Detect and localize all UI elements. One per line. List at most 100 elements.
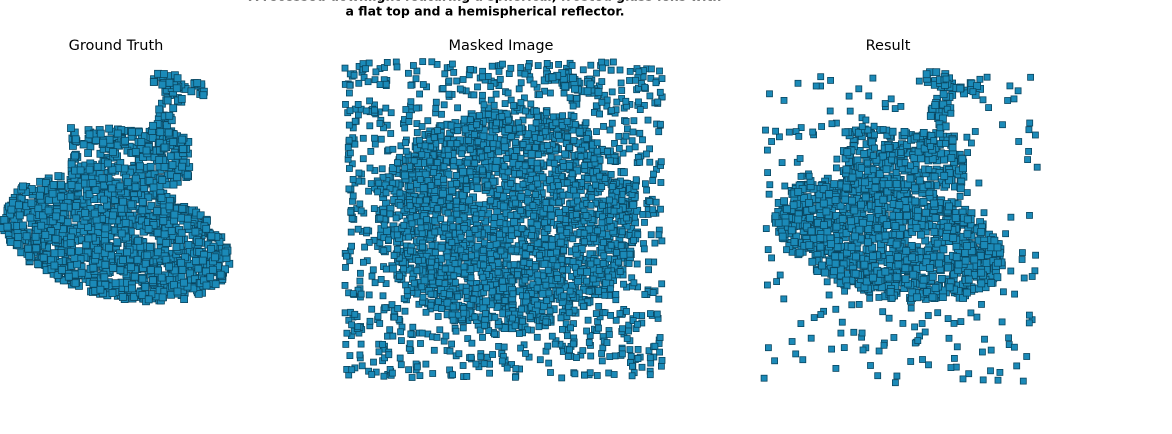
voxel: [452, 197, 460, 205]
voxel: [202, 224, 211, 233]
voxel: [424, 117, 432, 125]
voxel: [617, 79, 625, 87]
voxel: [427, 258, 435, 266]
voxel: [518, 305, 525, 313]
voxel: [450, 69, 458, 76]
voxel: [388, 264, 397, 273]
voxel: [362, 107, 370, 115]
voxel: [402, 281, 410, 289]
voxel: [598, 357, 606, 365]
voxel: [172, 84, 181, 93]
voxel: [466, 116, 474, 124]
voxel: [421, 142, 429, 150]
voxel: [119, 293, 127, 301]
voxel: [573, 95, 580, 102]
voxel: [584, 175, 592, 183]
voxel: [370, 358, 377, 366]
voxel: [553, 248, 560, 256]
voxel: [57, 192, 65, 201]
voxel: [178, 265, 187, 274]
voxel: [573, 354, 580, 362]
voxel: [50, 261, 59, 270]
voxel: [651, 239, 659, 247]
voxel: [582, 119, 590, 127]
voxel: [617, 242, 625, 250]
voxel: [351, 140, 359, 148]
voxel: [158, 293, 167, 302]
voxel: [441, 70, 449, 78]
voxel: [193, 79, 202, 87]
voxel: [632, 76, 639, 84]
voxel: [157, 273, 166, 282]
voxel: [123, 178, 132, 187]
voxel: [533, 284, 541, 292]
voxel: [448, 60, 456, 68]
voxel: [420, 276, 429, 285]
voxel: [453, 180, 460, 188]
voxel: [532, 191, 539, 198]
voxel: [610, 371, 618, 378]
voxel: [620, 168, 628, 177]
voxel: [354, 111, 362, 119]
voxel: [505, 116, 513, 124]
voxel: [84, 234, 93, 243]
voxel: [500, 162, 508, 170]
voxel: [145, 177, 154, 185]
voxel: [625, 145, 633, 153]
voxel: [375, 179, 383, 187]
voxel: [356, 269, 364, 277]
voxel: [130, 272, 139, 281]
voxel: [418, 283, 426, 291]
voxel: [658, 237, 666, 245]
voxel: [355, 169, 363, 177]
voxel: [183, 221, 192, 230]
voxel: [581, 162, 588, 169]
voxel: [379, 173, 387, 181]
voxel: [430, 134, 438, 141]
voxel: [453, 77, 461, 85]
voxel: [530, 80, 538, 88]
voxel: [191, 257, 200, 265]
voxel: [149, 78, 158, 86]
voxel: [521, 276, 529, 284]
voxel: [441, 280, 449, 288]
voxel: [593, 258, 601, 266]
voxel: [454, 293, 462, 301]
voxel: [618, 87, 626, 94]
voxel: [84, 149, 92, 157]
voxel: [547, 241, 556, 250]
voxel: [493, 119, 501, 127]
voxel: [465, 136, 473, 144]
voxel: [438, 189, 447, 198]
voxel: [606, 126, 614, 134]
voxel: [495, 68, 503, 75]
voxel: [473, 121, 481, 129]
voxel: [131, 183, 140, 192]
voxel: [71, 279, 80, 288]
voxel: [643, 150, 650, 158]
voxel: [154, 248, 162, 257]
voxel: [408, 374, 416, 381]
voxel: [433, 333, 441, 341]
voxel: [418, 329, 426, 337]
voxel: [357, 207, 365, 215]
voxel: [427, 301, 435, 309]
voxel: [365, 59, 373, 67]
voxel: [438, 110, 445, 118]
voxel: [547, 250, 554, 257]
voxel: [371, 140, 379, 148]
voxel: [119, 197, 127, 206]
voxel: [382, 265, 390, 273]
voxel: [158, 176, 167, 184]
voxel: [579, 347, 587, 355]
voxel: [367, 180, 375, 188]
voxel: [422, 308, 430, 316]
voxel: [146, 162, 155, 171]
voxel: [650, 170, 657, 178]
voxel: [526, 245, 534, 253]
voxel: [402, 147, 410, 155]
voxel: [144, 225, 153, 234]
voxel: [500, 137, 508, 145]
voxel: [347, 228, 355, 236]
voxel: [636, 129, 644, 137]
